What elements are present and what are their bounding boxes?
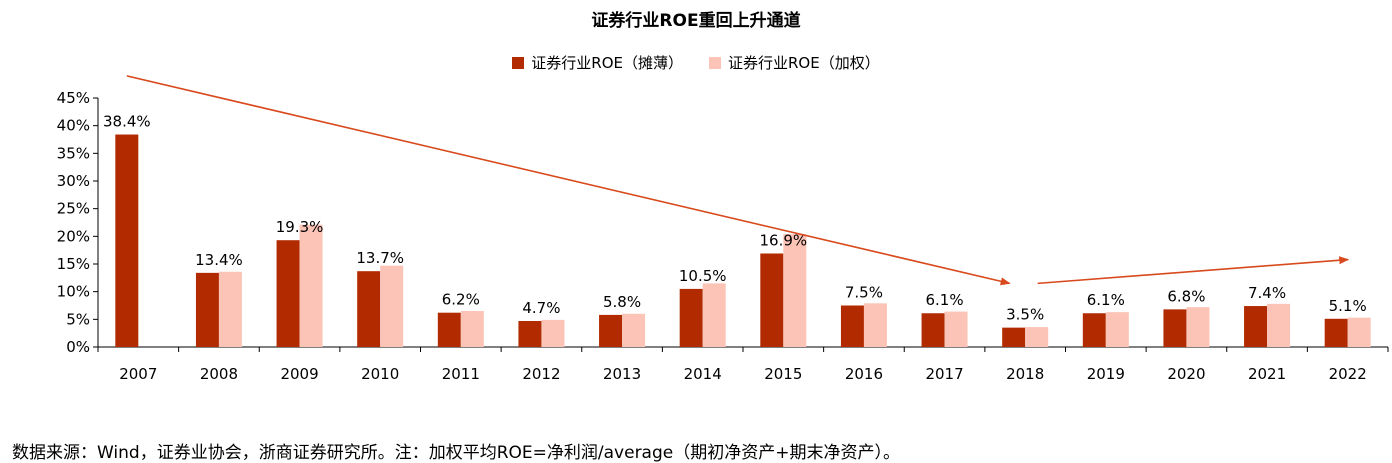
bar-weighted [380,265,404,347]
x-tick-label: 2007 [119,365,157,383]
bar-diluted [518,320,542,347]
bar-diluted [921,313,945,347]
bar-weighted [622,313,646,347]
bar-diluted [1244,306,1268,347]
bar-diluted [437,312,461,347]
bar-weighted [783,234,807,347]
legend-label-diluted: 证券行业ROE（摊薄） [531,54,683,72]
bar-diluted [679,288,703,347]
bar-diluted [195,272,219,347]
y-tick-label: 25% [57,200,90,218]
x-tick-label: 2021 [1248,365,1286,383]
data-label: 5.1% [1329,297,1367,315]
y-tick-label: 35% [57,144,90,162]
data-label: 6.2% [442,291,480,309]
y-tick-label: 10% [57,283,90,301]
x-tick-label: 2010 [361,365,399,383]
x-tick-label: 2020 [1167,365,1205,383]
y-tick-label: 0% [66,338,90,356]
x-tick-label: 2011 [442,365,480,383]
bar-diluted [115,134,139,347]
bar-weighted [541,319,565,347]
legend-swatch-weighted [709,56,721,69]
bar-diluted [1324,318,1348,347]
bar-weighted [1025,327,1049,347]
legend-swatch-diluted [512,56,525,69]
x-tick-label: 2008 [200,365,238,383]
bar-weighted [702,283,726,347]
legend-item-diluted: 证券行业ROE（摊薄） [512,52,683,73]
x-tick-label: 2018 [1006,365,1044,383]
legend-label-weighted: 证券行业ROE（加权） [728,54,880,72]
data-label: 6.8% [1167,287,1205,305]
bar-weighted [863,303,887,347]
x-tick-label: 2012 [522,365,560,383]
data-label: 5.8% [603,293,641,311]
bar-diluted [1163,309,1187,347]
bar-weighted [460,311,484,347]
x-tick-label: 2016 [845,365,883,383]
y-tick-label: 40% [57,117,90,135]
bar-diluted [599,314,623,347]
y-tick-label: 20% [57,227,90,245]
y-tick-label: 15% [57,255,90,273]
chart-title: 证券行业ROE重回上升通道 [591,11,801,31]
bar-diluted [760,253,784,347]
data-label: 7.5% [845,284,883,302]
y-tick-label: 30% [57,172,90,190]
data-label: 10.5% [679,267,727,285]
data-label: 13.4% [195,251,243,269]
data-label: 6.1% [926,291,964,309]
bar-weighted [299,224,323,347]
x-tick-label: 2022 [1329,365,1367,383]
y-tick-label: 5% [66,310,90,328]
legend-item-weighted: 证券行业ROE（加权） [709,52,880,73]
bar-weighted [944,311,968,347]
source-note: 数据来源：Wind，证券业协会，浙商证券研究所。注：加权平均ROE=净利润/av… [12,443,900,463]
data-label: 13.7% [356,249,404,267]
trend-arrow [1037,256,1350,285]
bar-weighted [218,271,242,347]
data-label: 3.5% [1006,306,1044,324]
x-tick-label: 2009 [280,365,318,383]
x-tick-label: 2019 [1087,365,1125,383]
x-tick-label: 2017 [925,365,963,383]
y-tick-label: 45% [57,89,90,107]
bar-weighted [1267,303,1291,347]
bar-weighted [1105,312,1129,347]
data-label: 7.4% [1248,284,1286,302]
bar-diluted [840,305,864,347]
legend: 证券行业ROE（摊薄） 证券行业ROE（加权） [0,52,1392,73]
trend-arrow [126,75,1011,286]
data-label: 38.4% [103,113,151,131]
bar-diluted [1002,327,1026,347]
bar-weighted [1186,307,1210,347]
data-label: 4.7% [522,299,560,317]
x-tick-label: 2015 [764,365,802,383]
data-label: 19.3% [276,218,324,236]
bar-weighted [1347,317,1371,347]
x-tick-label: 2014 [684,365,722,383]
data-label: 16.9% [759,231,807,249]
x-tick-label: 2013 [603,365,641,383]
bar-diluted [357,271,381,347]
bar-diluted [276,240,300,347]
data-label: 6.1% [1087,291,1125,309]
bar-diluted [1082,313,1106,347]
